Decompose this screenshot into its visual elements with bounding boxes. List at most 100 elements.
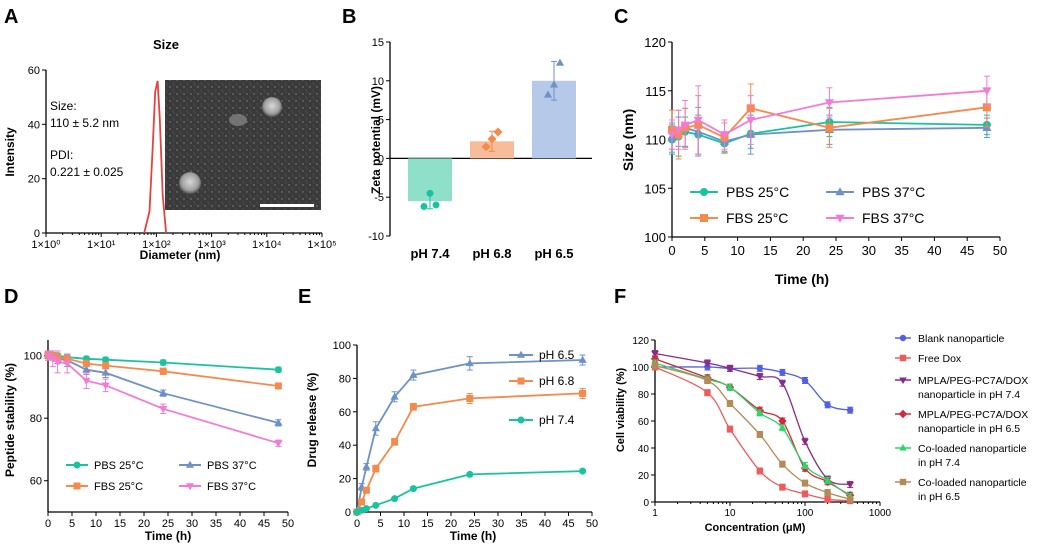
panel-b-replicate-point <box>493 127 503 137</box>
panel-c-x-tick-label: 40 <box>927 243 941 258</box>
panel-d-data-point <box>101 368 110 376</box>
panel-f-legend-marker <box>898 409 908 419</box>
panel-d-data-point <box>274 366 282 374</box>
panel-b-replicate-point <box>555 58 565 66</box>
panel-d-data-point <box>159 359 167 367</box>
panel-d-legend-marker <box>73 482 81 490</box>
panel-f-legend-marker <box>899 444 907 451</box>
panel-d-y-tick-label: 100 <box>24 351 42 363</box>
panel-f-legend-marker <box>899 377 907 384</box>
panel-d-legend-label: PBS 25°C <box>94 460 144 472</box>
panel-f-data-point <box>756 365 764 372</box>
panel-f-data-point <box>801 479 809 487</box>
panel-e-data-point <box>578 355 587 363</box>
panel-label-f: F <box>614 286 626 308</box>
panel-c-legend-marker <box>835 214 845 223</box>
panel-c-legend-marker <box>835 187 845 196</box>
panel-c-data-point <box>982 87 992 96</box>
panel-f-legend-label: Co-loaded nanoparticle <box>918 443 1027 455</box>
panel-d-data-point <box>159 406 168 414</box>
panel-c-data-point <box>680 121 690 130</box>
panel-e-data-point <box>465 359 474 367</box>
panel-e-data-point <box>371 424 380 432</box>
panel-b-replicate-point <box>481 142 491 152</box>
panel-c-data-point <box>746 116 756 125</box>
panel-d-data-point <box>274 382 282 390</box>
panel-e-y-tick-label: 60 <box>339 407 351 419</box>
panel-f-x-tick-label: 1 <box>652 508 658 519</box>
panel-a-pdi-label: PDI: <box>50 148 73 162</box>
panel-d-x-tick-label: 30 <box>186 518 198 530</box>
panel-a-y-tick-label: 60 <box>28 65 40 77</box>
panel-e-data-point <box>372 465 380 473</box>
panel-a-x-tick-label: 1×10³ <box>197 239 226 251</box>
panel-a-size-value: 110 ± 5.2 nm <box>50 116 119 130</box>
panel-f-legend-label: nanoparticle in pH 7.4 <box>918 389 1020 401</box>
panel-f-legend-marker <box>899 334 907 342</box>
panel-c-x-tick-label: 35 <box>894 243 908 258</box>
panel-f-y-tick-label: 80 <box>638 390 650 401</box>
panel-f-data-point <box>779 369 786 376</box>
panel-e-data-point <box>391 495 399 503</box>
panel-f-legend-label: MPLA/PEG-PC7A/DOX <box>918 409 1028 421</box>
panel-c-data-point <box>693 116 703 125</box>
tem-scale-bar <box>260 204 314 207</box>
panel-f-data-point <box>779 461 786 468</box>
panel-e-data-point <box>466 394 474 402</box>
panel-f-data-point <box>824 496 831 503</box>
panel-d-data-point <box>159 388 168 396</box>
panel-f-y-tick-label: 0 <box>643 498 649 509</box>
panel-c-legend-marker <box>700 214 708 222</box>
panel-a-ylabel: Intensity <box>3 127 17 177</box>
panel-b-replicate-point <box>549 80 559 88</box>
panel-d-data-point <box>53 359 62 367</box>
panel-f-legend-label: in pH 7.4 <box>918 457 960 469</box>
panel-c-x-tick-label: 20 <box>796 243 810 258</box>
panel-c-legend-label: FBS 25°C <box>726 210 788 226</box>
panel-f-y-tick-label: 20 <box>638 471 650 482</box>
panel-d-legend-label: FBS 37°C <box>207 481 256 493</box>
panel-d-legend-marker <box>73 461 81 469</box>
panel-b-replicate-point <box>543 90 553 98</box>
panel-a-title: Size <box>153 37 179 52</box>
panel-c-data-point <box>825 123 834 132</box>
panel-f-ylabel: Cell viability (%) <box>615 367 627 452</box>
panel-f-data-point <box>846 496 854 503</box>
panel-c-y-tick-label: 115 <box>645 84 666 99</box>
panel-e-ylabel: Drug release (%) <box>305 373 319 468</box>
panel-f-legend-label: nanoparticle in pH 6.5 <box>918 423 1020 435</box>
panel-e-x-tick-label: 15 <box>421 518 433 530</box>
panel-f-legend-label: in pH 6.5 <box>918 491 960 503</box>
panel-b-replicate-point <box>426 189 434 197</box>
panel-c-legend-marker <box>700 188 708 196</box>
panel-d-x-tick-label: 50 <box>282 518 294 530</box>
panel-d-data-point <box>159 367 167 375</box>
panel-a-x-tick-label: 1×10⁰ <box>31 239 61 251</box>
panel-f-data-point <box>801 490 809 498</box>
panel-label-c: C <box>614 6 628 28</box>
panel-f-data-point <box>726 365 734 373</box>
panel-c-ylabel: Size (nm) <box>620 109 636 171</box>
panel-e-data-point <box>362 505 370 513</box>
panel-label-b: B <box>342 6 356 28</box>
panel-f-xlabel: Concentration (μM) <box>705 522 806 534</box>
panel-a-size-label: Size: <box>50 99 77 113</box>
panel-d-data-point <box>63 360 72 368</box>
panel-d-data-point <box>82 377 91 385</box>
panel-f-data-point <box>846 407 854 414</box>
panel-b-category-label: pH 6.5 <box>534 246 573 261</box>
panel-d-data-point <box>82 365 91 373</box>
panel-e-data-point <box>390 392 399 400</box>
panel-d-x-tick-label: 40 <box>234 518 246 530</box>
panel-c-x-tick-label: 25 <box>829 243 843 258</box>
panel-b-replicate-point <box>420 203 428 211</box>
panel-c-x-tick-label: 50 <box>993 243 1007 258</box>
panel-e-data-point <box>358 498 366 506</box>
panel-f-legend-marker <box>899 354 907 362</box>
panel-e-legend-marker <box>516 350 526 358</box>
panel-d-x-tick-label: 20 <box>138 518 150 530</box>
panel-f-data-point <box>703 360 712 367</box>
panel-f-data-point <box>650 354 660 364</box>
panel-f-data-point <box>778 380 787 388</box>
